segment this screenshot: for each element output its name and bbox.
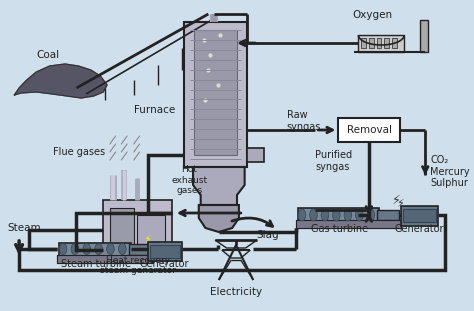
Text: Electricity: Electricity — [210, 287, 262, 297]
FancyBboxPatch shape — [57, 255, 153, 263]
FancyBboxPatch shape — [392, 38, 397, 48]
FancyBboxPatch shape — [377, 210, 399, 220]
FancyBboxPatch shape — [137, 215, 165, 250]
Text: Furnace: Furnace — [134, 105, 175, 115]
FancyBboxPatch shape — [403, 209, 436, 222]
Text: ⚡: ⚡ — [392, 194, 401, 207]
FancyBboxPatch shape — [150, 245, 180, 258]
Ellipse shape — [107, 244, 114, 254]
Ellipse shape — [356, 209, 363, 221]
Polygon shape — [199, 205, 239, 232]
Text: Generator: Generator — [140, 259, 189, 269]
FancyBboxPatch shape — [59, 243, 131, 256]
Polygon shape — [193, 167, 245, 205]
Text: Coal: Coal — [36, 50, 59, 60]
Text: Hot
exhaust
gases: Hot exhaust gases — [171, 165, 207, 195]
Ellipse shape — [298, 209, 306, 221]
Ellipse shape — [118, 244, 126, 254]
Text: Raw
syngas: Raw syngas — [287, 110, 321, 132]
FancyBboxPatch shape — [369, 38, 374, 48]
FancyBboxPatch shape — [401, 206, 438, 226]
Text: Removal: Removal — [347, 125, 392, 135]
Text: Steam turbine: Steam turbine — [61, 259, 130, 269]
Text: Slag: Slag — [256, 230, 279, 240]
FancyBboxPatch shape — [298, 208, 379, 222]
Ellipse shape — [344, 209, 352, 221]
Ellipse shape — [71, 244, 79, 254]
Text: ⚡: ⚡ — [143, 235, 151, 245]
Ellipse shape — [59, 244, 67, 254]
Ellipse shape — [310, 209, 317, 221]
Text: Oxygen: Oxygen — [353, 10, 393, 20]
FancyBboxPatch shape — [296, 220, 401, 228]
FancyBboxPatch shape — [358, 35, 404, 52]
FancyBboxPatch shape — [384, 38, 389, 48]
Text: Gas turbine: Gas turbine — [310, 224, 368, 234]
FancyBboxPatch shape — [246, 148, 264, 162]
Ellipse shape — [95, 244, 102, 254]
Ellipse shape — [333, 209, 340, 221]
Text: Steam: Steam — [8, 223, 41, 233]
Ellipse shape — [83, 244, 91, 254]
Text: Purified
syngas: Purified syngas — [315, 151, 353, 172]
FancyBboxPatch shape — [296, 220, 401, 228]
Text: ⚡: ⚡ — [396, 199, 403, 209]
Text: Generator: Generator — [395, 224, 444, 234]
FancyBboxPatch shape — [194, 30, 237, 155]
FancyBboxPatch shape — [338, 118, 401, 142]
FancyBboxPatch shape — [129, 244, 148, 255]
FancyBboxPatch shape — [103, 200, 172, 250]
FancyBboxPatch shape — [420, 20, 428, 52]
FancyBboxPatch shape — [184, 22, 246, 167]
Ellipse shape — [367, 209, 374, 221]
Text: CO₂
Mercury
Sulphur: CO₂ Mercury Sulphur — [430, 155, 470, 188]
Text: Flue gases: Flue gases — [53, 147, 105, 157]
Ellipse shape — [321, 209, 329, 221]
Text: Heat recovery
steam generator: Heat recovery steam generator — [100, 256, 175, 276]
FancyBboxPatch shape — [376, 38, 381, 48]
FancyBboxPatch shape — [57, 255, 153, 263]
FancyBboxPatch shape — [148, 242, 182, 261]
Polygon shape — [14, 64, 107, 98]
FancyBboxPatch shape — [361, 38, 366, 48]
FancyBboxPatch shape — [110, 208, 134, 250]
